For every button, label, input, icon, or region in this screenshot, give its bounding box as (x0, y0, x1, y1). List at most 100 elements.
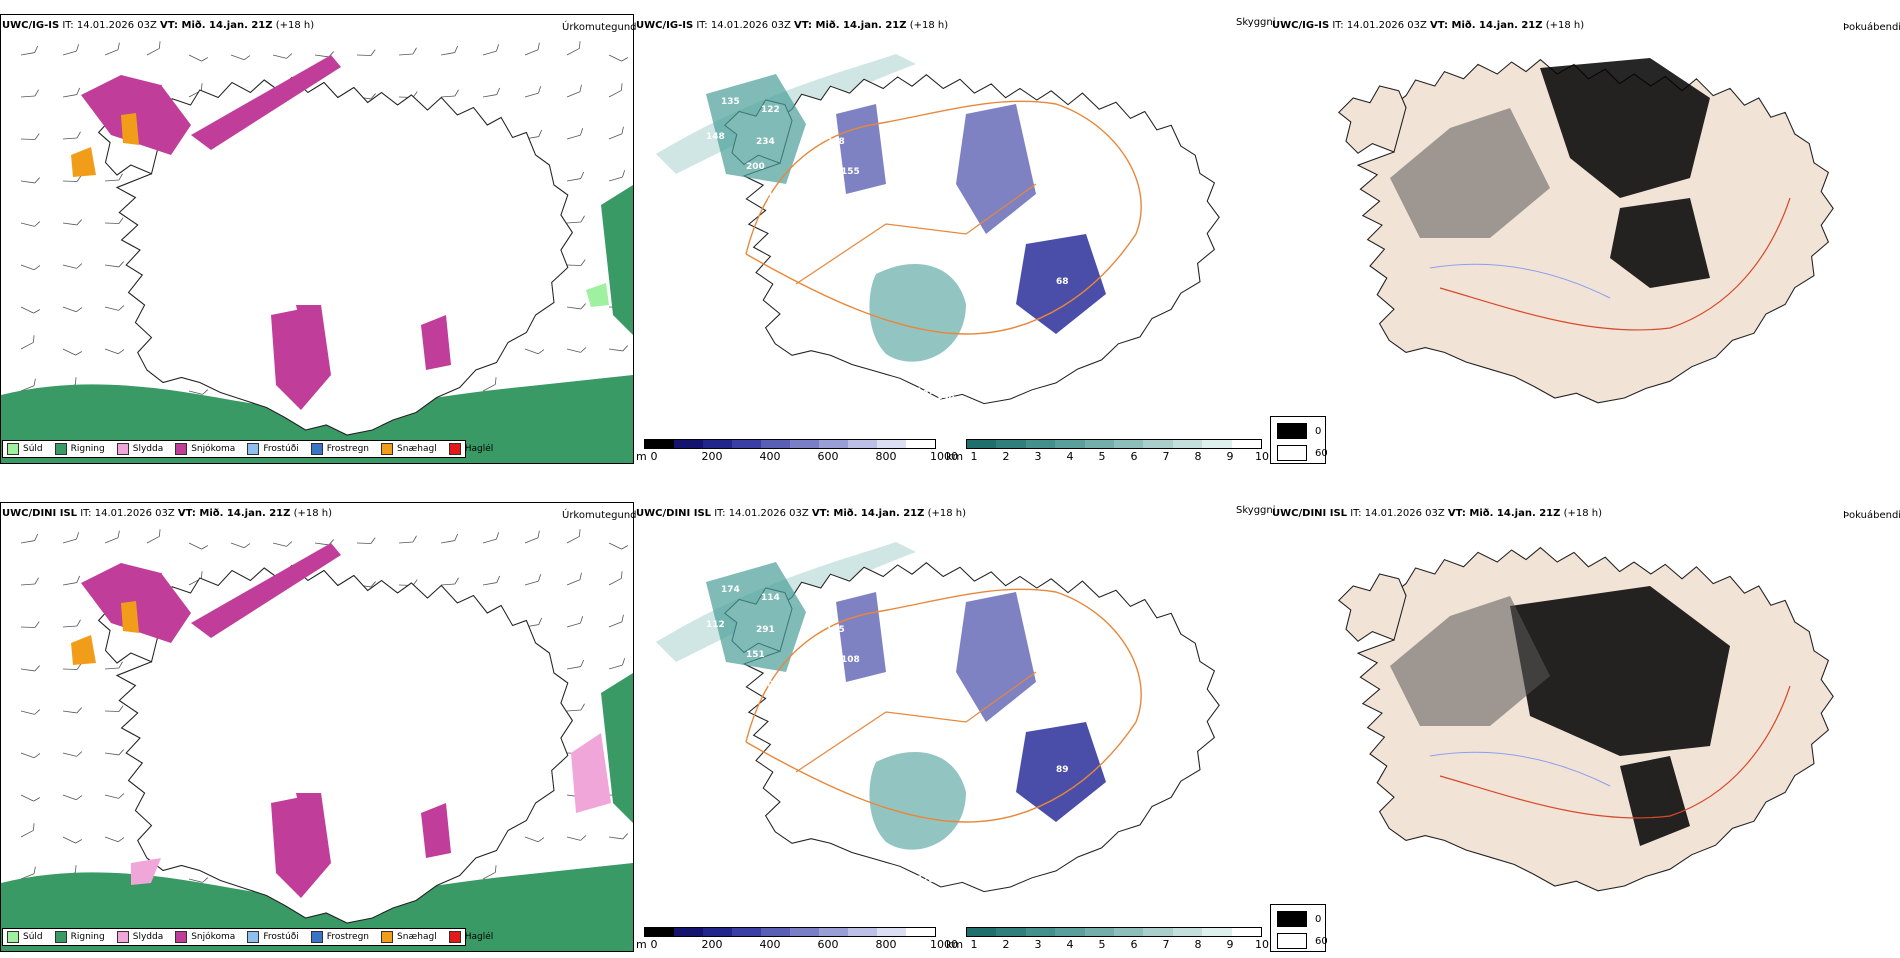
panel-header: UWC/DINI ISL IT: 14.01.2026 03Z VT: Mið.… (636, 508, 966, 520)
wind-barb (63, 259, 82, 269)
legend-swatch (381, 931, 393, 943)
init-time: IT: 14.01.2026 03Z (1347, 508, 1448, 519)
colorbar-strip (644, 927, 936, 937)
wind-barb (607, 615, 626, 627)
legend-item: Rigning (55, 443, 105, 455)
fog-legend-label: 60 (1315, 448, 1328, 459)
wind-barb (18, 335, 37, 349)
fog-panel-title: Þokuábendi (1843, 510, 1900, 522)
colorbar-unit: km (946, 938, 963, 951)
colorbar-tick: 200 (702, 938, 723, 951)
legend-label: Frostregn (327, 444, 369, 454)
precip-type-panel (0, 502, 634, 952)
colorbar-tick: 4 (1067, 450, 1074, 463)
colorbar-tick: 600 (818, 938, 839, 951)
colorbar-step (1202, 928, 1231, 936)
colorbar-tick: 5 (1099, 450, 1106, 463)
colorbar-step (1173, 928, 1202, 936)
legend-swatch (175, 931, 187, 943)
sleet-area (571, 733, 611, 813)
wind-barb (105, 662, 123, 669)
legend-label: Súld (23, 932, 43, 942)
colorbar-step (1026, 440, 1055, 448)
fog-panel (1290, 38, 1890, 428)
wind-barb (105, 705, 123, 712)
panel-header: UWC/DINI ISL IT: 14.01.2026 03Z VT: Mið.… (1272, 508, 1602, 520)
colorbar-step (761, 928, 790, 936)
wind-barb (564, 41, 583, 55)
legend-swatch (175, 443, 187, 455)
colorbar-step (674, 928, 703, 936)
legend-swatch (449, 931, 461, 943)
lead-time: (+18 h) (924, 508, 966, 519)
wind-barb (565, 128, 584, 139)
legend-item: Frostregn (311, 443, 369, 455)
valid-time: VT: Mið. 14.jan. 21Z (812, 508, 924, 519)
wind-barb (567, 343, 586, 353)
wind-barb (440, 534, 459, 543)
colorbar-tick: 400 (760, 938, 781, 951)
colorbar-strip (644, 439, 936, 449)
wind-barb (357, 537, 375, 544)
legend-swatch (55, 443, 67, 455)
colorbar-tick: 4 (1067, 938, 1074, 951)
valid-time: VT: Mið. 14.jan. 21Z (1448, 508, 1560, 519)
wind-barb (20, 46, 39, 55)
legend-label: Snjókoma (191, 932, 235, 942)
legend-label: Slydda (133, 932, 163, 942)
colorbar-tick: 600 (818, 450, 839, 463)
init-time: IT: 14.01.2026 03Z (59, 20, 160, 31)
colorbar-step (645, 928, 674, 936)
colorbar-tick: 8 (1195, 450, 1202, 463)
wind-barb (63, 344, 82, 357)
colorbar-tick: 9 (1227, 938, 1234, 951)
cloud-base-label: 234 (756, 137, 775, 147)
cloud-base-label: 148 (706, 132, 725, 142)
legend-item: Frostregn (311, 931, 369, 943)
wind-barb (440, 46, 459, 55)
panel-header: UWC/DINI ISL IT: 14.01.2026 03Z VT: Mið.… (2, 508, 332, 520)
wind-barb (105, 831, 124, 843)
wind-barb (273, 537, 292, 547)
legend-item: Haglél (449, 931, 494, 943)
wind-barb (189, 538, 208, 551)
lead-time: (+18 h) (273, 20, 315, 31)
wind-barb (63, 217, 82, 225)
wind-barb (21, 663, 40, 671)
wind-barb (609, 343, 628, 351)
panel-header: UWC/IG-IS IT: 14.01.2026 03Z VT: Mið. 14… (636, 20, 948, 32)
wind-barb (399, 48, 417, 55)
cloud-base-label: 137 (916, 387, 935, 397)
wind-barb (481, 44, 500, 55)
snow-grains-area (121, 601, 139, 633)
model-name: UWC/IG-IS (636, 20, 693, 31)
wind-barb (606, 83, 625, 97)
wind-barb (609, 831, 628, 839)
wind-barb (567, 301, 586, 309)
legend-item: Rigning (55, 931, 105, 943)
wind-barb (525, 343, 544, 355)
wind-barb (523, 43, 542, 55)
wind-barb (63, 832, 82, 845)
cloud-base-label: 148 (936, 392, 955, 402)
wind-barb (273, 49, 292, 59)
wind-barb (607, 127, 626, 139)
wind-barb (21, 621, 39, 628)
wind-barb (21, 790, 40, 803)
legend-label: Snæhagl (397, 444, 437, 454)
legend-swatch (449, 443, 461, 455)
colorbar-tick: 8 (1195, 938, 1202, 951)
wind-barb (399, 536, 417, 543)
wind-barb (482, 88, 501, 97)
colorbar-tick: 3 (1035, 938, 1042, 951)
snow-area (421, 315, 451, 370)
lead-time: (+18 h) (1543, 20, 1585, 31)
legend-swatch (311, 443, 323, 455)
wind-barb (189, 50, 208, 63)
colorbar-tick: 1 (971, 450, 978, 463)
legend-item: Súld (7, 443, 43, 455)
wind-barb (21, 302, 40, 315)
